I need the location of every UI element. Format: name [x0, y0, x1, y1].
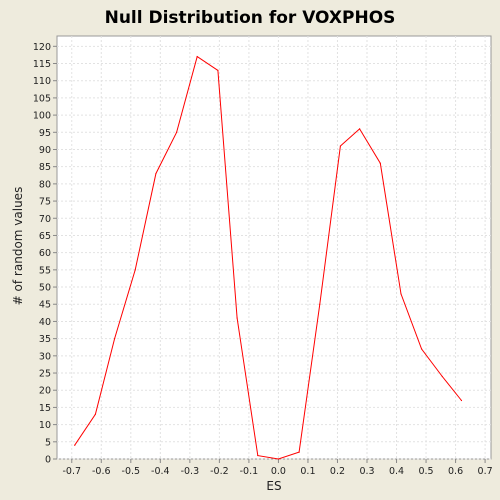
y-tick-label: 100 [33, 111, 51, 122]
x-tick-label: 0.1 [300, 466, 315, 477]
data-point [277, 458, 280, 460]
y-tick-label: 0 [45, 455, 51, 466]
plot-area [56, 35, 492, 460]
data-point [319, 303, 321, 305]
y-tick-label: 10 [39, 420, 51, 431]
series-line [74, 55, 462, 460]
y-tick-label: 40 [39, 317, 51, 328]
y-tick-label: 55 [39, 265, 51, 276]
y-tick-label: 35 [39, 334, 51, 345]
x-tick-label: -0.5 [122, 466, 141, 477]
y-tick-label: 50 [39, 283, 51, 294]
y-tick-label: 45 [39, 300, 51, 311]
y-tick-label: 120 [33, 42, 51, 53]
y-tick-label: 90 [39, 145, 51, 156]
data-point [421, 348, 423, 350]
data-point [134, 269, 136, 271]
y-tick-label: 15 [39, 403, 51, 414]
x-tick-label: 0.0 [271, 466, 286, 477]
data-point [339, 145, 342, 147]
x-axis: -0.7 -0.6 -0.5 -0.4 -0.3 -0.2 -0.1 0.0 0.1 0.2 0.3… [62, 459, 493, 477]
x-tick-label: 0.7 [478, 466, 493, 477]
y-tick-label: 75 [39, 197, 51, 208]
x-tick-label: -0.6 [92, 466, 111, 477]
x-tick-label: -0.1 [240, 466, 259, 477]
data-point [379, 162, 381, 164]
y-tick-label: 110 [33, 76, 51, 87]
y-tick-label: 25 [39, 369, 51, 380]
y-tick-label: 95 [39, 128, 51, 139]
x-tick-label: 0.6 [448, 466, 463, 477]
y-tick-label: 80 [39, 179, 51, 190]
x-tick-label: 0.5 [418, 466, 433, 477]
data-point [460, 399, 463, 402]
y-tick-label: 60 [39, 248, 51, 259]
y-tick-label: 20 [39, 386, 51, 397]
y-tick-label: 65 [39, 231, 51, 242]
data-point [94, 413, 96, 415]
y-axis: 0 5 10 15 20 25 30 35 40 45 50 55 60 65 70 75 80 85 90 95 10… [33, 42, 57, 466]
data-point [175, 131, 178, 133]
x-tick-label: -0.4 [151, 466, 170, 477]
data-point [217, 69, 219, 71]
chart-title: Null Distribution for VOXPHOS [105, 8, 396, 28]
data-point [196, 56, 198, 58]
y-tick-label: 30 [39, 351, 51, 362]
y-axis-label: # of random values [11, 187, 25, 306]
x-tick-label: 0.2 [330, 466, 345, 477]
x-axis-label: ES [266, 479, 281, 493]
data-point [236, 317, 238, 319]
data-point [298, 451, 300, 453]
data-point [441, 375, 443, 378]
y-tick-label: 115 [33, 59, 51, 70]
grid [57, 36, 491, 460]
x-tick-label: -0.7 [62, 466, 81, 477]
x-tick-label: 0.3 [359, 466, 374, 477]
y-tick-label: 105 [33, 93, 51, 104]
data-point [113, 338, 116, 340]
series-layer [74, 55, 463, 460]
x-tick-label: -0.3 [181, 466, 200, 477]
data-point [359, 128, 361, 130]
y-tick-label: 5 [45, 437, 51, 448]
y-tick-label: 70 [39, 214, 51, 225]
x-tick-label: 0.4 [389, 466, 404, 477]
x-tick-label: -0.2 [210, 466, 229, 477]
data-point [257, 454, 259, 457]
y-tick-label: 85 [39, 162, 51, 173]
data-point [400, 293, 402, 295]
data-point [155, 172, 157, 175]
data-point [74, 444, 76, 446]
